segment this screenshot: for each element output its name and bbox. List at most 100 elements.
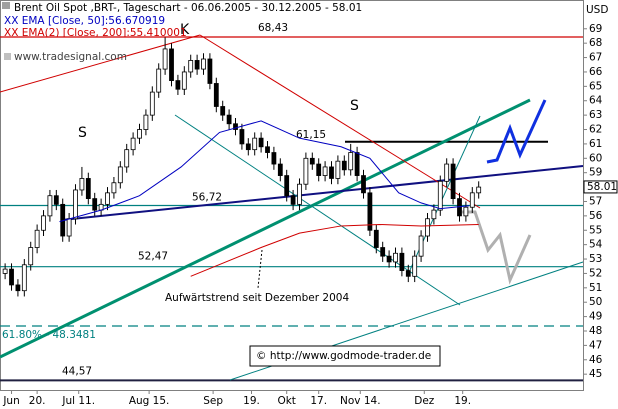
level-label: 44,57 <box>62 365 92 377</box>
candle-body <box>194 60 200 70</box>
y-tick-label: 48 <box>589 325 602 337</box>
x-tick-label: Aug 15. <box>129 395 170 407</box>
watermark: www.tradesignal.com <box>14 51 127 63</box>
y-tick-label: 57 <box>589 195 602 207</box>
annotation: K <box>180 22 190 38</box>
annotation: Aufwärtstrend seit Dezember 2004 <box>165 292 349 304</box>
candle-body <box>361 175 366 194</box>
candle-body <box>322 166 328 176</box>
y-tick-label: 50 <box>589 296 602 308</box>
y-tick-label: 47 <box>589 339 602 351</box>
level-label: 61.80% - 48.3481 <box>2 329 96 341</box>
candle-body <box>28 247 34 266</box>
y-tick-label: 53 <box>589 253 602 265</box>
candle-body <box>252 137 258 151</box>
candle-body <box>41 215 46 231</box>
candle-body <box>143 114 149 130</box>
candle-body <box>2 268 8 274</box>
candle-body <box>284 175 290 197</box>
y-tick-label: 60 <box>589 152 602 164</box>
candle-body <box>309 157 315 165</box>
y-tick-label: 62 <box>589 124 602 136</box>
x-tick-label: 19. <box>243 395 260 407</box>
annotation: S <box>350 98 359 114</box>
candle-body <box>373 229 379 248</box>
trendline <box>0 34 201 93</box>
trendline <box>199 34 481 209</box>
candle-body <box>271 152 277 165</box>
x-tick-label: 17. <box>310 395 327 407</box>
chart-title: Brent Oil Spot ,BRT-, Tageschart - 06.06… <box>14 2 362 14</box>
candle-body <box>169 48 174 81</box>
candle-body <box>476 186 482 194</box>
y-tick-label: 56 <box>589 210 603 222</box>
candle-body <box>220 106 226 116</box>
copyright: © http://www.godmode-trader.de <box>256 350 431 362</box>
candle-body <box>431 209 437 220</box>
level-label: 52,47 <box>138 251 168 263</box>
candle-body <box>124 149 130 168</box>
y-tick-label: 49 <box>589 311 602 323</box>
x-tick-label: 19. <box>454 395 471 407</box>
y-tick-label: 65 <box>589 80 602 92</box>
y-tick-label: 67 <box>589 52 602 64</box>
candle-body <box>386 255 392 263</box>
x-tick-label: Nov 14. <box>340 395 381 407</box>
y-tick-label: 61 <box>589 138 602 150</box>
candle-body <box>66 218 72 237</box>
legend-entry: XX EMA [Close, 50]:56.670919 <box>4 15 165 27</box>
candle-body <box>92 198 98 211</box>
y-tick-label: 54 <box>589 239 603 251</box>
indicator-line <box>59 120 470 223</box>
candle-body <box>105 192 110 205</box>
candle-body <box>412 255 418 277</box>
last-price-box <box>583 180 618 194</box>
icon <box>4 53 11 60</box>
candle-body <box>15 284 21 292</box>
candle-body <box>79 178 85 191</box>
y-axis-label: USD <box>586 4 608 16</box>
x-tick-label: Jun <box>2 395 19 407</box>
candle-body <box>175 80 181 90</box>
legend-entry: XX EMA(2) [Close, 200]:55.410001 <box>4 27 187 39</box>
candle-body <box>47 195 53 217</box>
candle-body <box>348 152 354 171</box>
candle-body <box>245 143 251 151</box>
candle-body <box>162 48 168 70</box>
candle-body <box>233 123 238 130</box>
candle-body <box>265 146 270 153</box>
candle-body <box>156 68 162 93</box>
level-label: 68,43 <box>258 22 288 34</box>
candle-body <box>463 206 469 217</box>
last-price-label: 58.01 <box>587 181 617 193</box>
y-tick-label: 55 <box>589 224 602 236</box>
candle-body <box>207 58 213 84</box>
candle-body <box>469 192 475 208</box>
candle-body <box>213 83 219 107</box>
y-tick-label: 51 <box>589 282 602 294</box>
candle-body <box>149 91 155 116</box>
level-label: 61,15 <box>296 129 326 141</box>
annotation: S <box>78 125 87 141</box>
candle-body <box>335 160 341 179</box>
candle-body <box>341 160 347 171</box>
x-tick-label: Dez <box>414 395 435 407</box>
candle-body <box>405 270 411 277</box>
candle-body <box>277 163 283 176</box>
trendline <box>0 98 531 359</box>
x-tick-label: Okt <box>277 395 295 407</box>
candle-body <box>85 178 91 199</box>
candle-body <box>367 192 373 231</box>
candle-body <box>290 195 296 205</box>
candle-body <box>444 163 450 182</box>
candle-body <box>297 183 302 205</box>
candle-body <box>201 58 206 70</box>
candle-body <box>418 235 424 257</box>
candle-body <box>137 129 142 139</box>
y-tick-label: 66 <box>589 66 603 78</box>
y-tick-label: 52 <box>589 267 602 279</box>
icon <box>2 2 10 9</box>
y-tick-label: 63 <box>589 109 602 121</box>
candle-body <box>380 247 386 257</box>
